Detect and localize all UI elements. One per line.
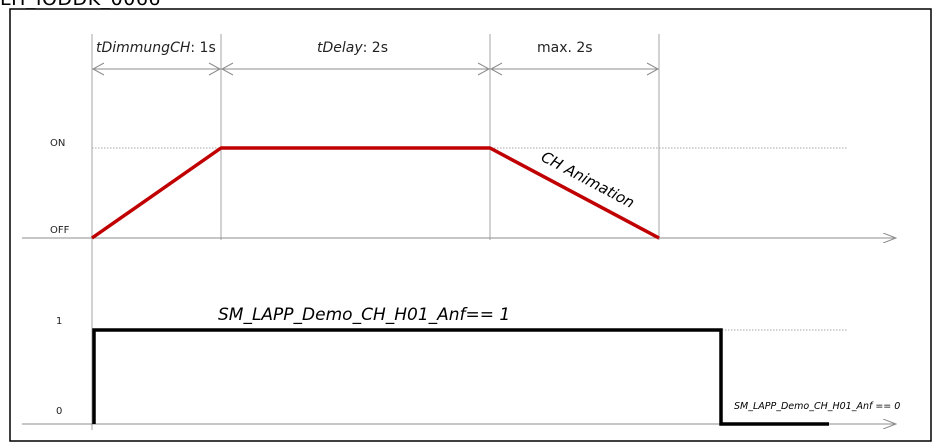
off-level-label: OFF <box>50 225 70 236</box>
interval-label-max: max. 2s <box>537 40 593 56</box>
on-level-label: ON <box>50 138 65 149</box>
dimming-profile-line <box>90 146 660 240</box>
signal-low-label: SM_LAPP_Demo_CH_H01_Anf == 0 <box>734 401 900 412</box>
interval-dimension-arrows <box>91 62 660 76</box>
interval-label-delay: tDelay: 2s <box>317 40 388 56</box>
diagram-title-fragment: LH_IODDK_0066 <box>0 0 161 10</box>
signal-high-label: SM_LAPP_Demo_CH_H01_Anf== 1 <box>218 305 510 325</box>
interval-label-dimming: tDimmungCH: 1s <box>96 40 216 56</box>
low-level-label: 0 <box>56 406 62 417</box>
high-level-label: 1 <box>56 316 62 327</box>
request-signal-line <box>92 328 829 426</box>
diagram-frame <box>9 8 932 442</box>
